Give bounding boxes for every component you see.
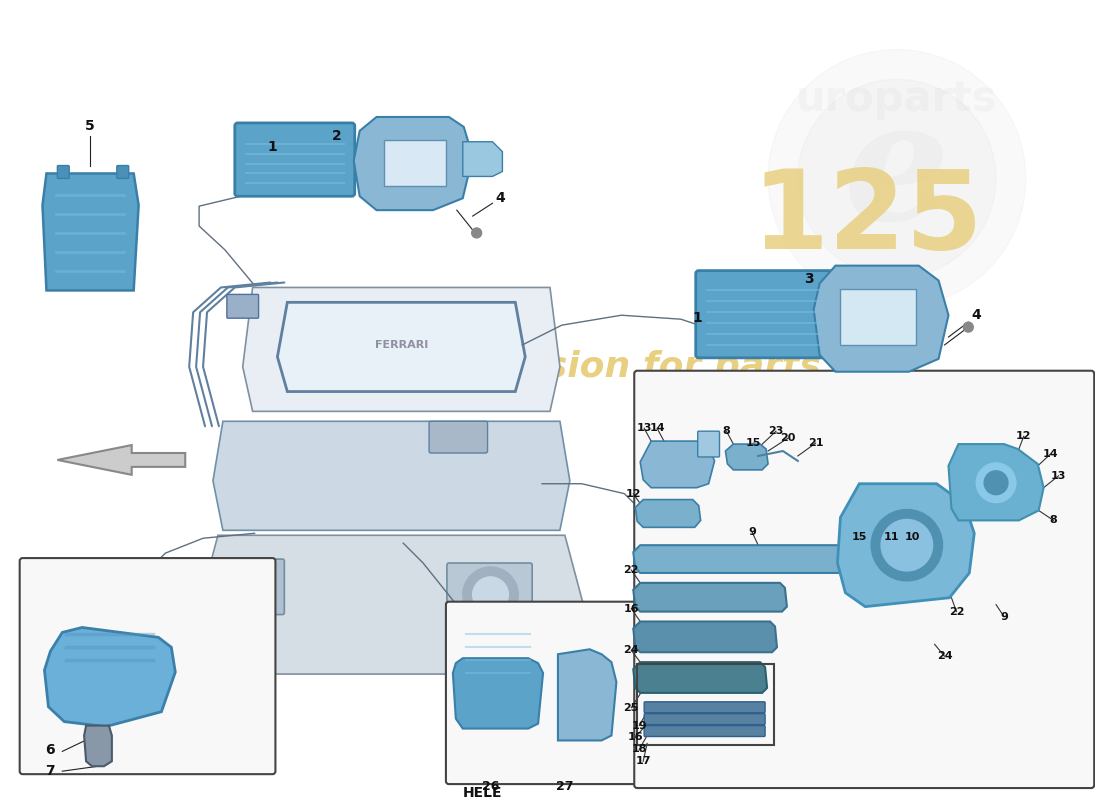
Text: 9: 9 <box>748 527 756 538</box>
Circle shape <box>871 510 943 581</box>
Text: 23: 23 <box>768 426 783 436</box>
Polygon shape <box>44 627 175 726</box>
Bar <box>840 290 916 345</box>
Text: 5: 5 <box>85 119 95 133</box>
Circle shape <box>222 565 270 613</box>
Text: 14: 14 <box>1043 449 1058 459</box>
Text: 8: 8 <box>1049 515 1057 526</box>
Circle shape <box>472 228 482 238</box>
Text: 13: 13 <box>637 423 652 434</box>
Text: 22: 22 <box>948 606 965 617</box>
Text: 24: 24 <box>937 651 953 662</box>
Text: 7: 7 <box>45 764 54 778</box>
FancyBboxPatch shape <box>57 166 69 178</box>
Polygon shape <box>198 535 585 674</box>
Text: 15: 15 <box>746 438 761 448</box>
Text: 12: 12 <box>626 489 641 498</box>
FancyBboxPatch shape <box>697 431 719 457</box>
Text: 10: 10 <box>905 532 921 542</box>
Circle shape <box>463 567 518 622</box>
Polygon shape <box>814 266 948 372</box>
FancyBboxPatch shape <box>645 702 766 713</box>
Text: HELE: HELE <box>463 786 503 800</box>
Circle shape <box>964 322 974 332</box>
FancyBboxPatch shape <box>117 166 129 178</box>
Polygon shape <box>726 444 768 470</box>
Text: 8: 8 <box>723 426 730 436</box>
Text: 18: 18 <box>631 744 647 754</box>
Polygon shape <box>837 484 975 606</box>
Text: 24: 24 <box>624 646 639 655</box>
Circle shape <box>473 577 508 613</box>
Text: 11: 11 <box>883 532 899 542</box>
Text: 12: 12 <box>1016 431 1032 441</box>
Text: 26: 26 <box>482 779 499 793</box>
Polygon shape <box>640 441 715 488</box>
Polygon shape <box>634 622 777 652</box>
Bar <box>637 664 774 746</box>
Text: 1: 1 <box>267 140 277 154</box>
FancyBboxPatch shape <box>227 294 258 318</box>
Circle shape <box>231 574 261 604</box>
Text: 13: 13 <box>1050 470 1066 481</box>
FancyBboxPatch shape <box>645 714 766 725</box>
Text: uroparts: uroparts <box>796 78 998 120</box>
Text: 6: 6 <box>45 743 54 758</box>
FancyBboxPatch shape <box>447 563 532 625</box>
Polygon shape <box>213 422 570 530</box>
Circle shape <box>976 463 1016 502</box>
Text: 27: 27 <box>557 779 573 793</box>
Text: 4: 4 <box>971 308 981 322</box>
Polygon shape <box>634 583 786 612</box>
Text: 4: 4 <box>496 191 505 206</box>
FancyBboxPatch shape <box>234 123 354 196</box>
Text: a passion for parts: a passion for parts <box>438 350 822 384</box>
Text: 17: 17 <box>636 756 651 766</box>
Polygon shape <box>57 445 185 475</box>
Text: 2: 2 <box>332 129 342 143</box>
Circle shape <box>881 519 933 571</box>
Text: 19: 19 <box>631 721 647 730</box>
Polygon shape <box>84 726 112 766</box>
Polygon shape <box>463 142 503 177</box>
Text: 16: 16 <box>624 604 639 614</box>
Polygon shape <box>948 444 1044 521</box>
Polygon shape <box>634 662 767 693</box>
Text: 20: 20 <box>780 433 795 443</box>
Text: 15: 15 <box>851 532 867 542</box>
FancyBboxPatch shape <box>446 602 656 784</box>
Polygon shape <box>277 302 525 391</box>
Text: 9: 9 <box>1000 611 1008 622</box>
Circle shape <box>768 50 1026 307</box>
Text: 21: 21 <box>807 438 824 448</box>
Circle shape <box>984 471 1008 494</box>
FancyBboxPatch shape <box>20 558 275 774</box>
Polygon shape <box>558 650 616 741</box>
Polygon shape <box>453 658 543 729</box>
Circle shape <box>798 79 997 278</box>
Text: FERRARI: FERRARI <box>375 340 428 350</box>
Text: 25: 25 <box>624 702 639 713</box>
FancyBboxPatch shape <box>635 370 1094 788</box>
Text: 22: 22 <box>624 565 639 575</box>
Polygon shape <box>634 545 879 573</box>
FancyBboxPatch shape <box>206 559 284 614</box>
Text: 3: 3 <box>804 271 814 286</box>
Polygon shape <box>635 499 701 527</box>
FancyBboxPatch shape <box>645 726 766 737</box>
Text: 16: 16 <box>627 733 644 742</box>
Text: e: e <box>844 93 950 254</box>
FancyBboxPatch shape <box>695 270 833 358</box>
Text: 125: 125 <box>751 165 983 271</box>
Bar <box>385 140 446 186</box>
Polygon shape <box>354 117 473 210</box>
Text: 14: 14 <box>649 423 664 434</box>
FancyBboxPatch shape <box>429 422 487 453</box>
Text: 1: 1 <box>693 311 703 325</box>
Polygon shape <box>243 287 560 411</box>
Polygon shape <box>43 174 139 290</box>
